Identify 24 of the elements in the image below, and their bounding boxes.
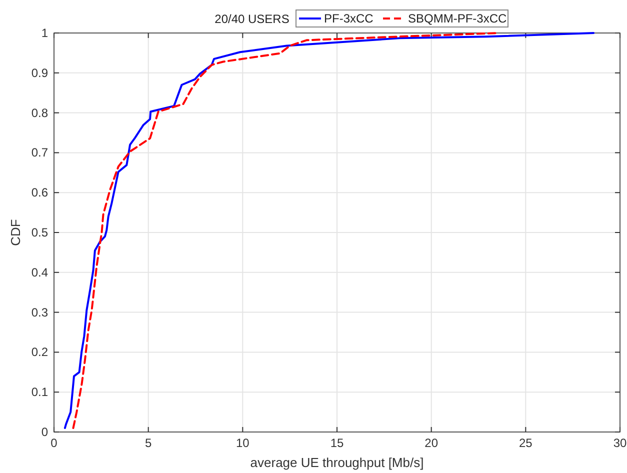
y-tick-label: 0 <box>41 425 48 439</box>
y-tick-label: 0.1 <box>31 385 48 400</box>
y-tick-label: 0.6 <box>31 186 48 200</box>
y-axis-title: CDF <box>8 219 23 246</box>
y-tick-label: 0.4 <box>31 265 48 280</box>
x-tick-label: 30 <box>613 436 627 450</box>
x-tick-label: 5 <box>144 436 152 450</box>
y-tick-label: 0.8 <box>31 106 48 120</box>
x-tick-label: 20 <box>424 436 438 450</box>
y-tick-label: 0.3 <box>31 305 48 320</box>
y-tick-label: 0.9 <box>31 66 48 80</box>
y-tick-label: 0.7 <box>31 146 48 160</box>
x-tick-label: 25 <box>518 436 533 450</box>
y-tick-label: 1 <box>41 26 48 40</box>
x-tick-label: 15 <box>330 436 344 450</box>
x-tick-label: 10 <box>236 436 250 450</box>
legend-label: PF-3xCC <box>324 12 374 26</box>
line-series <box>64 32 595 430</box>
y-tick-label: 0.2 <box>31 345 48 360</box>
chart-title: 20/40 USERS <box>214 12 290 26</box>
legend-label: SBQMM-PF-3xCC <box>408 12 507 26</box>
x-axis-title: average UE throughput [Mb/s] <box>250 455 424 470</box>
y-tick-label: 0.5 <box>31 226 48 240</box>
x-tick-label: 0 <box>50 436 58 450</box>
